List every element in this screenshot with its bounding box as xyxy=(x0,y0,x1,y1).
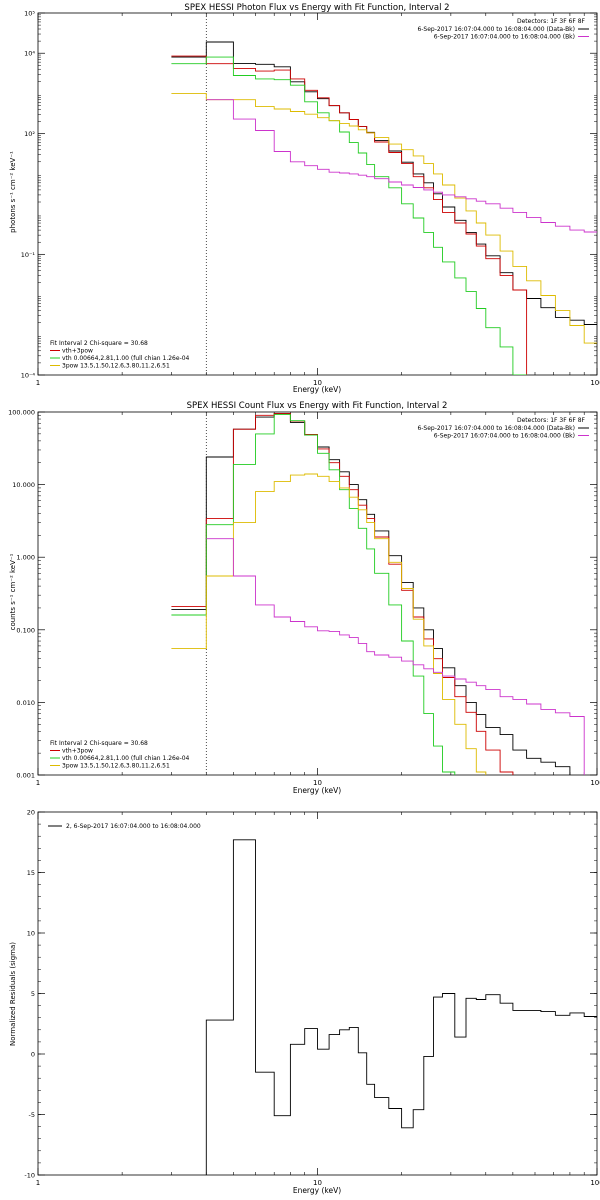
count-series-background xyxy=(206,538,585,775)
residuals-ylabel: Normalized Residuals (sigma) xyxy=(9,942,17,1046)
count-x-tick-label: 100 xyxy=(590,779,600,787)
residuals-x-tick-label: 1 xyxy=(36,1179,40,1187)
residuals-y-tick-label: -5 xyxy=(29,1111,35,1119)
count-flux-panel: SPEX HESSI Count Flux vs Energy with Fit… xyxy=(8,401,600,795)
photon-ylabel: photons s⁻¹ cm⁻² keV⁻¹ xyxy=(9,151,17,233)
photon-series-vth xyxy=(171,56,528,375)
photon-title: SPEX HESSI Photon Flux vs Energy with Fi… xyxy=(184,3,449,13)
residuals-y-tick-label: 0 xyxy=(31,1051,35,1059)
count-legend-bl-item: vth 0.00664,2.81,1.00 (full chian 1.26e-… xyxy=(62,755,190,762)
photon-legend-bl-item: vth+3pow xyxy=(62,348,93,355)
photon-xlabel: Energy (keV) xyxy=(293,385,341,394)
count-title: SPEX HESSI Count Flux vs Energy with Fit… xyxy=(187,401,448,411)
residuals-plot-frame xyxy=(37,811,598,1176)
residuals-x-tick-label: 100 xyxy=(590,1179,600,1187)
photon-legend-tr-item: 6-Sep-2017 16:07:04.000 to 16:08:04.000 … xyxy=(434,34,575,41)
count-series-total xyxy=(171,413,514,775)
photon-plot-frame xyxy=(37,12,598,376)
photon-legend-bl-item: vth 0.00664,2.81,1.00 (full chian 1.26e-… xyxy=(62,355,190,362)
residuals-xlabel: Energy (keV) xyxy=(293,1186,341,1195)
photon-legend-tr-item: 6-Sep-2017 16:07:04.000 to 16:08:04.000 … xyxy=(417,26,575,33)
photon-series-data xyxy=(171,41,597,325)
photon-legend-detectors: Detectors: 1F 3F 6F 8F xyxy=(517,18,586,25)
count-y-tick-label: 1.000 xyxy=(16,554,35,562)
photon-flux-panel: SPEX HESSI Photon Flux vs Energy with Fi… xyxy=(9,3,600,394)
photon-y-tick-label: 10² xyxy=(24,130,35,138)
count-plot-frame xyxy=(37,411,598,776)
photon-x-tick-label: 1 xyxy=(36,379,40,387)
count-series-bpow xyxy=(171,473,487,775)
count-y-tick-label: 0.001 xyxy=(16,772,35,780)
count-x-tick-label: 10 xyxy=(313,779,322,787)
photon-legend-bl-item: 3pow 13.5,1.50,12.6,3.80,11.2,6.51 xyxy=(62,363,170,370)
count-y-tick-label: 10.000 xyxy=(12,481,35,489)
count-legend-fit-header: Fit Interval 2 Chi-square = 30.68 xyxy=(50,740,148,747)
count-x-tick-label: 1 xyxy=(36,779,40,787)
count-ylabel: counts s⁻¹ cm⁻² keV⁻¹ xyxy=(9,553,17,630)
count-legend-detectors: Detectors: 1F 3F 6F 8F xyxy=(517,417,586,424)
residuals-y-tick-label: -10 xyxy=(24,1172,35,1180)
residuals-x-tick-label: 10 xyxy=(313,1179,322,1187)
count-legend-tr-item: 6-Sep-2017 16:07:04.000 to 16:08:04.000 … xyxy=(417,425,575,432)
residuals-y-tick-label: 10 xyxy=(27,930,35,938)
photon-series-total xyxy=(171,55,528,375)
count-series-data xyxy=(171,413,571,775)
photon-series-background xyxy=(206,99,597,233)
count-legend-bl-item: vth+3pow xyxy=(62,748,93,755)
count-y-tick-label: 0.010 xyxy=(16,699,35,707)
photon-y-tick-label: 10⁻⁴ xyxy=(21,372,36,380)
photon-y-tick-label: 10⁻¹ xyxy=(21,251,36,259)
count-series-vth xyxy=(171,414,456,775)
residuals-legend-item: 2, 6-Sep-2017 16:07:04.000 to 16:08:04.0… xyxy=(66,823,201,830)
photon-legend-fit-header: Fit Interval 2 Chi-square = 30.68 xyxy=(50,340,148,347)
photon-y-tick-label: 10⁴ xyxy=(24,50,35,58)
residuals-y-tick-label: 5 xyxy=(31,990,35,998)
residuals-panel: Energy (keV) Normalized Residuals (sigma… xyxy=(9,809,600,1196)
photon-y-tick-label: 10⁵ xyxy=(24,10,35,18)
residuals-series-data xyxy=(205,839,597,1175)
photon-x-tick-label: 100 xyxy=(590,379,600,387)
count-legend-bl-item: 3pow 13.5,1.50,12.6,3.80,11.2,6.51 xyxy=(62,763,170,770)
count-y-tick-label: 0.100 xyxy=(16,626,35,634)
count-y-tick-label: 100.000 xyxy=(8,409,35,417)
residuals-y-tick-label: 15 xyxy=(27,869,35,877)
count-xlabel: Energy (keV) xyxy=(293,786,341,795)
photon-x-tick-label: 10 xyxy=(313,379,322,387)
photon-series-bpow xyxy=(171,92,597,344)
residuals-y-tick-label: 20 xyxy=(27,809,35,817)
count-legend-tr-item: 6-Sep-2017 16:07:04.000 to 16:08:04.000 … xyxy=(434,433,575,440)
